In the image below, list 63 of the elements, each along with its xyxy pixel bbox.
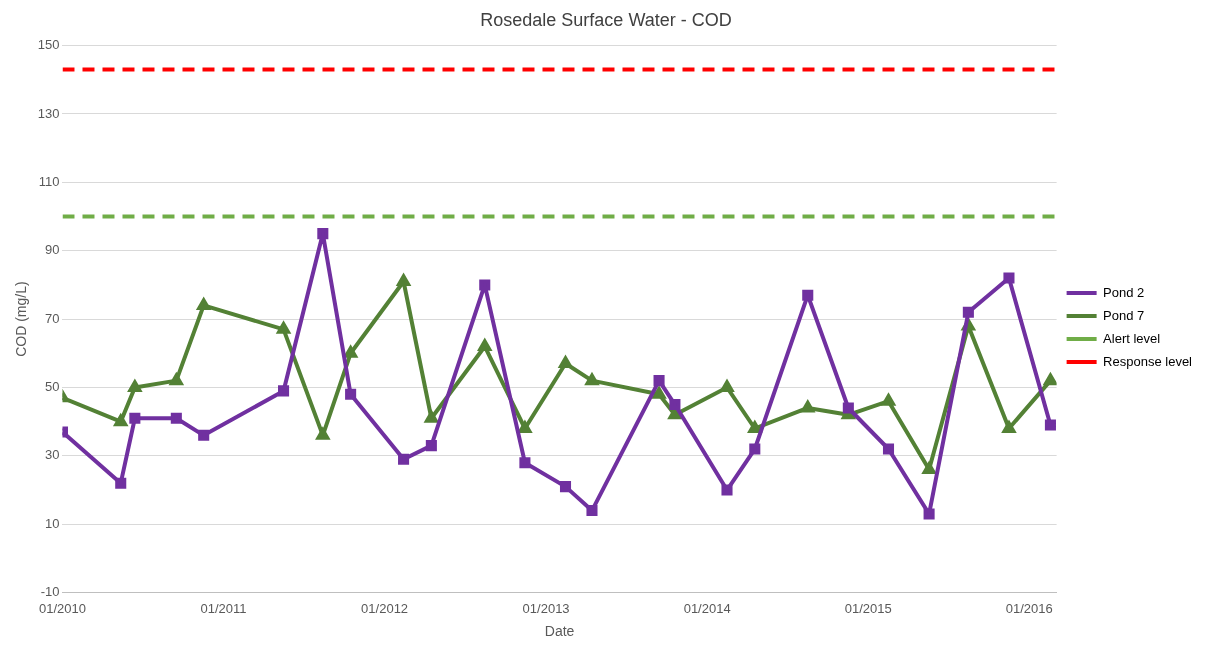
point (113, 412, 129, 427)
x-tick-label: 01/2011 (200, 600, 247, 616)
point (170, 412, 182, 424)
point (720, 380, 734, 392)
point (316, 428, 330, 440)
legend-label: Alert level (1103, 330, 1161, 346)
point (519, 457, 531, 469)
y-tick-label: 130 (37, 105, 60, 121)
point (882, 443, 895, 455)
y-tick-label: 10 (45, 515, 60, 531)
x-tick-label: 01/2012 (361, 600, 409, 616)
point (168, 371, 184, 386)
point (128, 380, 142, 392)
point (1003, 272, 1015, 284)
point (652, 387, 666, 399)
x-tick-label: 01/2010 (38, 600, 86, 616)
y-tick-label: 30 (45, 447, 60, 463)
point (317, 228, 329, 240)
x-tick-label: 01/2015 (844, 600, 892, 616)
x-tick-label: 01/2016 (1005, 600, 1053, 616)
point (721, 484, 733, 496)
point (653, 375, 665, 387)
x-axis-title: Date (544, 623, 575, 640)
point (398, 453, 410, 465)
point (1044, 419, 1056, 431)
y-tick-label: 90 (45, 242, 60, 258)
point (749, 443, 761, 455)
point (748, 421, 762, 433)
legend-label: Response level (1103, 353, 1193, 369)
point (478, 339, 492, 351)
point (518, 421, 532, 433)
point (115, 477, 127, 489)
point (198, 429, 210, 441)
point (1002, 421, 1016, 433)
point (197, 298, 211, 310)
y-tick-label: 110 (38, 173, 60, 189)
point (802, 289, 814, 301)
y-axis-title: COD (mg/L) (13, 281, 30, 357)
point (479, 279, 491, 291)
point (345, 388, 357, 400)
point (586, 505, 598, 517)
point (923, 508, 935, 520)
point (559, 481, 572, 493)
point (425, 440, 437, 452)
point (962, 306, 974, 318)
legend-label: Pond 7 (1103, 307, 1145, 323)
point (921, 460, 936, 475)
point (129, 412, 141, 424)
y-tick-label: -10 (40, 584, 60, 600)
x-tick-label: 01/2014 (683, 600, 731, 616)
point (842, 402, 854, 414)
point (801, 400, 815, 413)
y-tick-label: 50 (45, 379, 60, 395)
y-tick-label: 150 (37, 37, 60, 53)
y-tick-label: 70 (45, 310, 60, 326)
point (278, 385, 290, 397)
point (585, 373, 599, 386)
chart-title: Rosedale Surface Water - COD (480, 9, 732, 30)
x-tick-label: 01/2013 (522, 600, 570, 616)
legend-label: Pond 2 (1103, 284, 1145, 300)
point (1042, 371, 1057, 386)
point (557, 354, 572, 369)
point (669, 399, 681, 411)
